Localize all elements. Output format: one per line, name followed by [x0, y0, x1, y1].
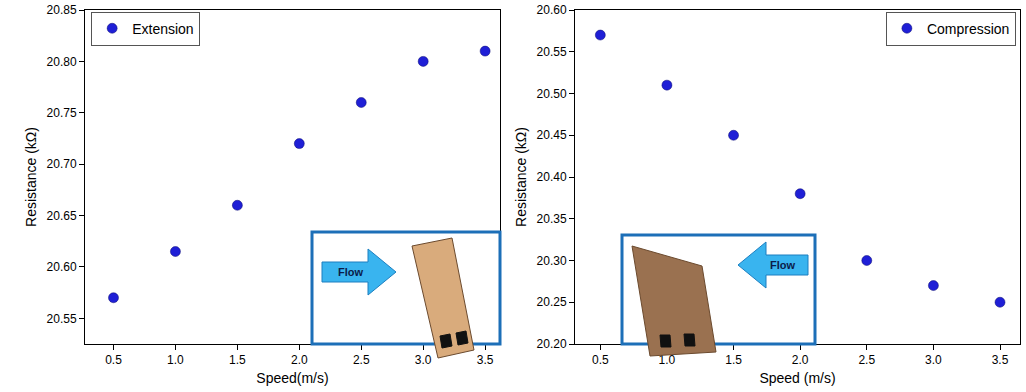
- svg-text:3.0: 3.0: [925, 353, 942, 367]
- svg-text:3.5: 3.5: [992, 353, 1009, 367]
- svg-text:2.0: 2.0: [792, 353, 809, 367]
- svg-text:20.35: 20.35: [537, 212, 567, 226]
- svg-text:20.65: 20.65: [47, 209, 77, 223]
- svg-text:0.5: 0.5: [592, 353, 609, 367]
- svg-text:0.5: 0.5: [105, 353, 122, 367]
- svg-text:20.60: 20.60: [47, 260, 77, 274]
- svg-text:20.60: 20.60: [537, 3, 567, 17]
- svg-text:20.30: 20.30: [537, 254, 567, 268]
- svg-text:Flow: Flow: [770, 259, 795, 271]
- svg-text:1.0: 1.0: [659, 353, 676, 367]
- svg-text:Resistance (kΩ): Resistance (kΩ): [513, 127, 529, 227]
- svg-text:20.45: 20.45: [537, 128, 567, 142]
- svg-text:Extension: Extension: [132, 21, 193, 37]
- svg-text:20.55: 20.55: [47, 312, 77, 326]
- svg-text:Resistance (kΩ): Resistance (kΩ): [23, 127, 39, 227]
- svg-text:Speed (m/s): Speed (m/s): [759, 370, 835, 386]
- svg-text:20.70: 20.70: [47, 157, 77, 171]
- svg-text:20.80: 20.80: [47, 55, 77, 69]
- svg-text:20.25: 20.25: [537, 295, 567, 309]
- svg-text:3.5: 3.5: [477, 353, 494, 367]
- svg-text:2.0: 2.0: [291, 353, 308, 367]
- svg-text:20.55: 20.55: [537, 45, 567, 59]
- svg-text:1.0: 1.0: [167, 353, 184, 367]
- svg-text:3.0: 3.0: [415, 353, 432, 367]
- svg-text:Speed(m/s): Speed(m/s): [256, 370, 328, 386]
- svg-text:1.5: 1.5: [229, 353, 246, 367]
- svg-text:20.50: 20.50: [537, 87, 567, 101]
- svg-text:1.5: 1.5: [725, 353, 742, 367]
- svg-text:20.85: 20.85: [47, 3, 77, 17]
- svg-text:2.5: 2.5: [858, 353, 875, 367]
- svg-text:20.20: 20.20: [537, 337, 567, 351]
- svg-text:2.5: 2.5: [353, 353, 370, 367]
- svg-text:Compression: Compression: [927, 21, 1009, 37]
- svg-text:20.75: 20.75: [47, 106, 77, 120]
- svg-text:20.40: 20.40: [537, 170, 567, 184]
- svg-text:Flow: Flow: [338, 266, 363, 278]
